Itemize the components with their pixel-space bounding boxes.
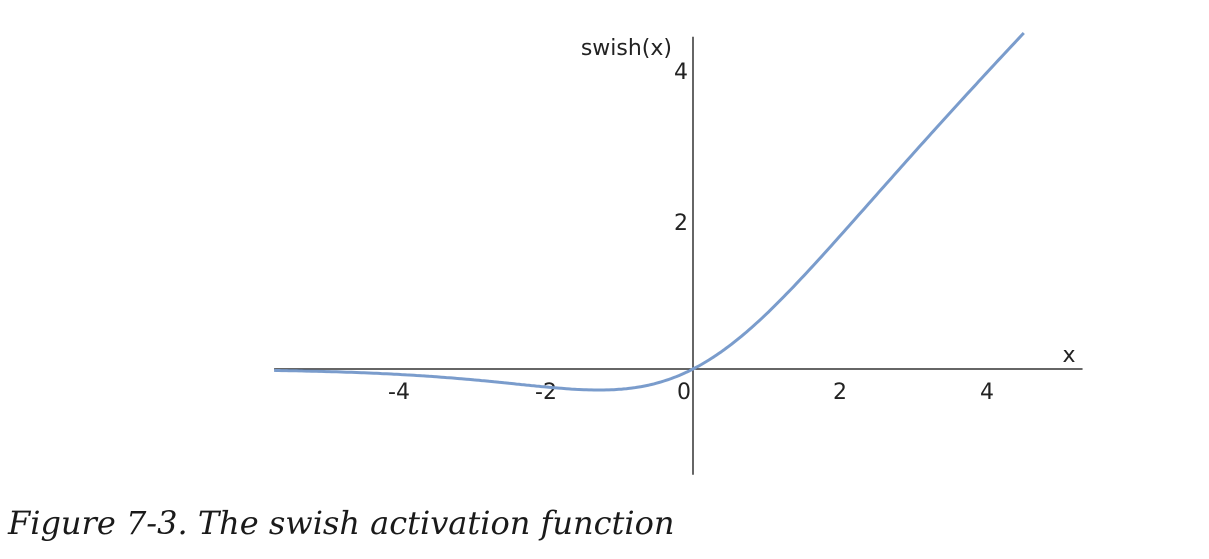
x-tick-label: -4 bbox=[388, 380, 410, 405]
y-tick-label: 2 bbox=[674, 211, 688, 236]
swish-curve-line bbox=[274, 31, 1025, 392]
x-tick-label: 4 bbox=[980, 380, 994, 405]
x-tick-label: 2 bbox=[833, 380, 847, 405]
x-tick-label: -2 bbox=[535, 380, 557, 405]
x-tick-label: 0 bbox=[677, 380, 691, 405]
swish-chart: -4 -2 0 2 4 2 4 swish(x) x bbox=[274, 31, 1083, 475]
x-axis-label: x bbox=[1062, 343, 1075, 368]
figure-caption: Figure 7-3. The swish activation functio… bbox=[8, 504, 675, 542]
series-group bbox=[274, 31, 1025, 392]
axes-group bbox=[274, 36, 1083, 475]
tick-labels-group: -4 -2 0 2 4 2 4 bbox=[388, 60, 994, 405]
y-axis-label: swish(x) bbox=[581, 36, 672, 61]
y-tick-label: 4 bbox=[674, 60, 688, 85]
